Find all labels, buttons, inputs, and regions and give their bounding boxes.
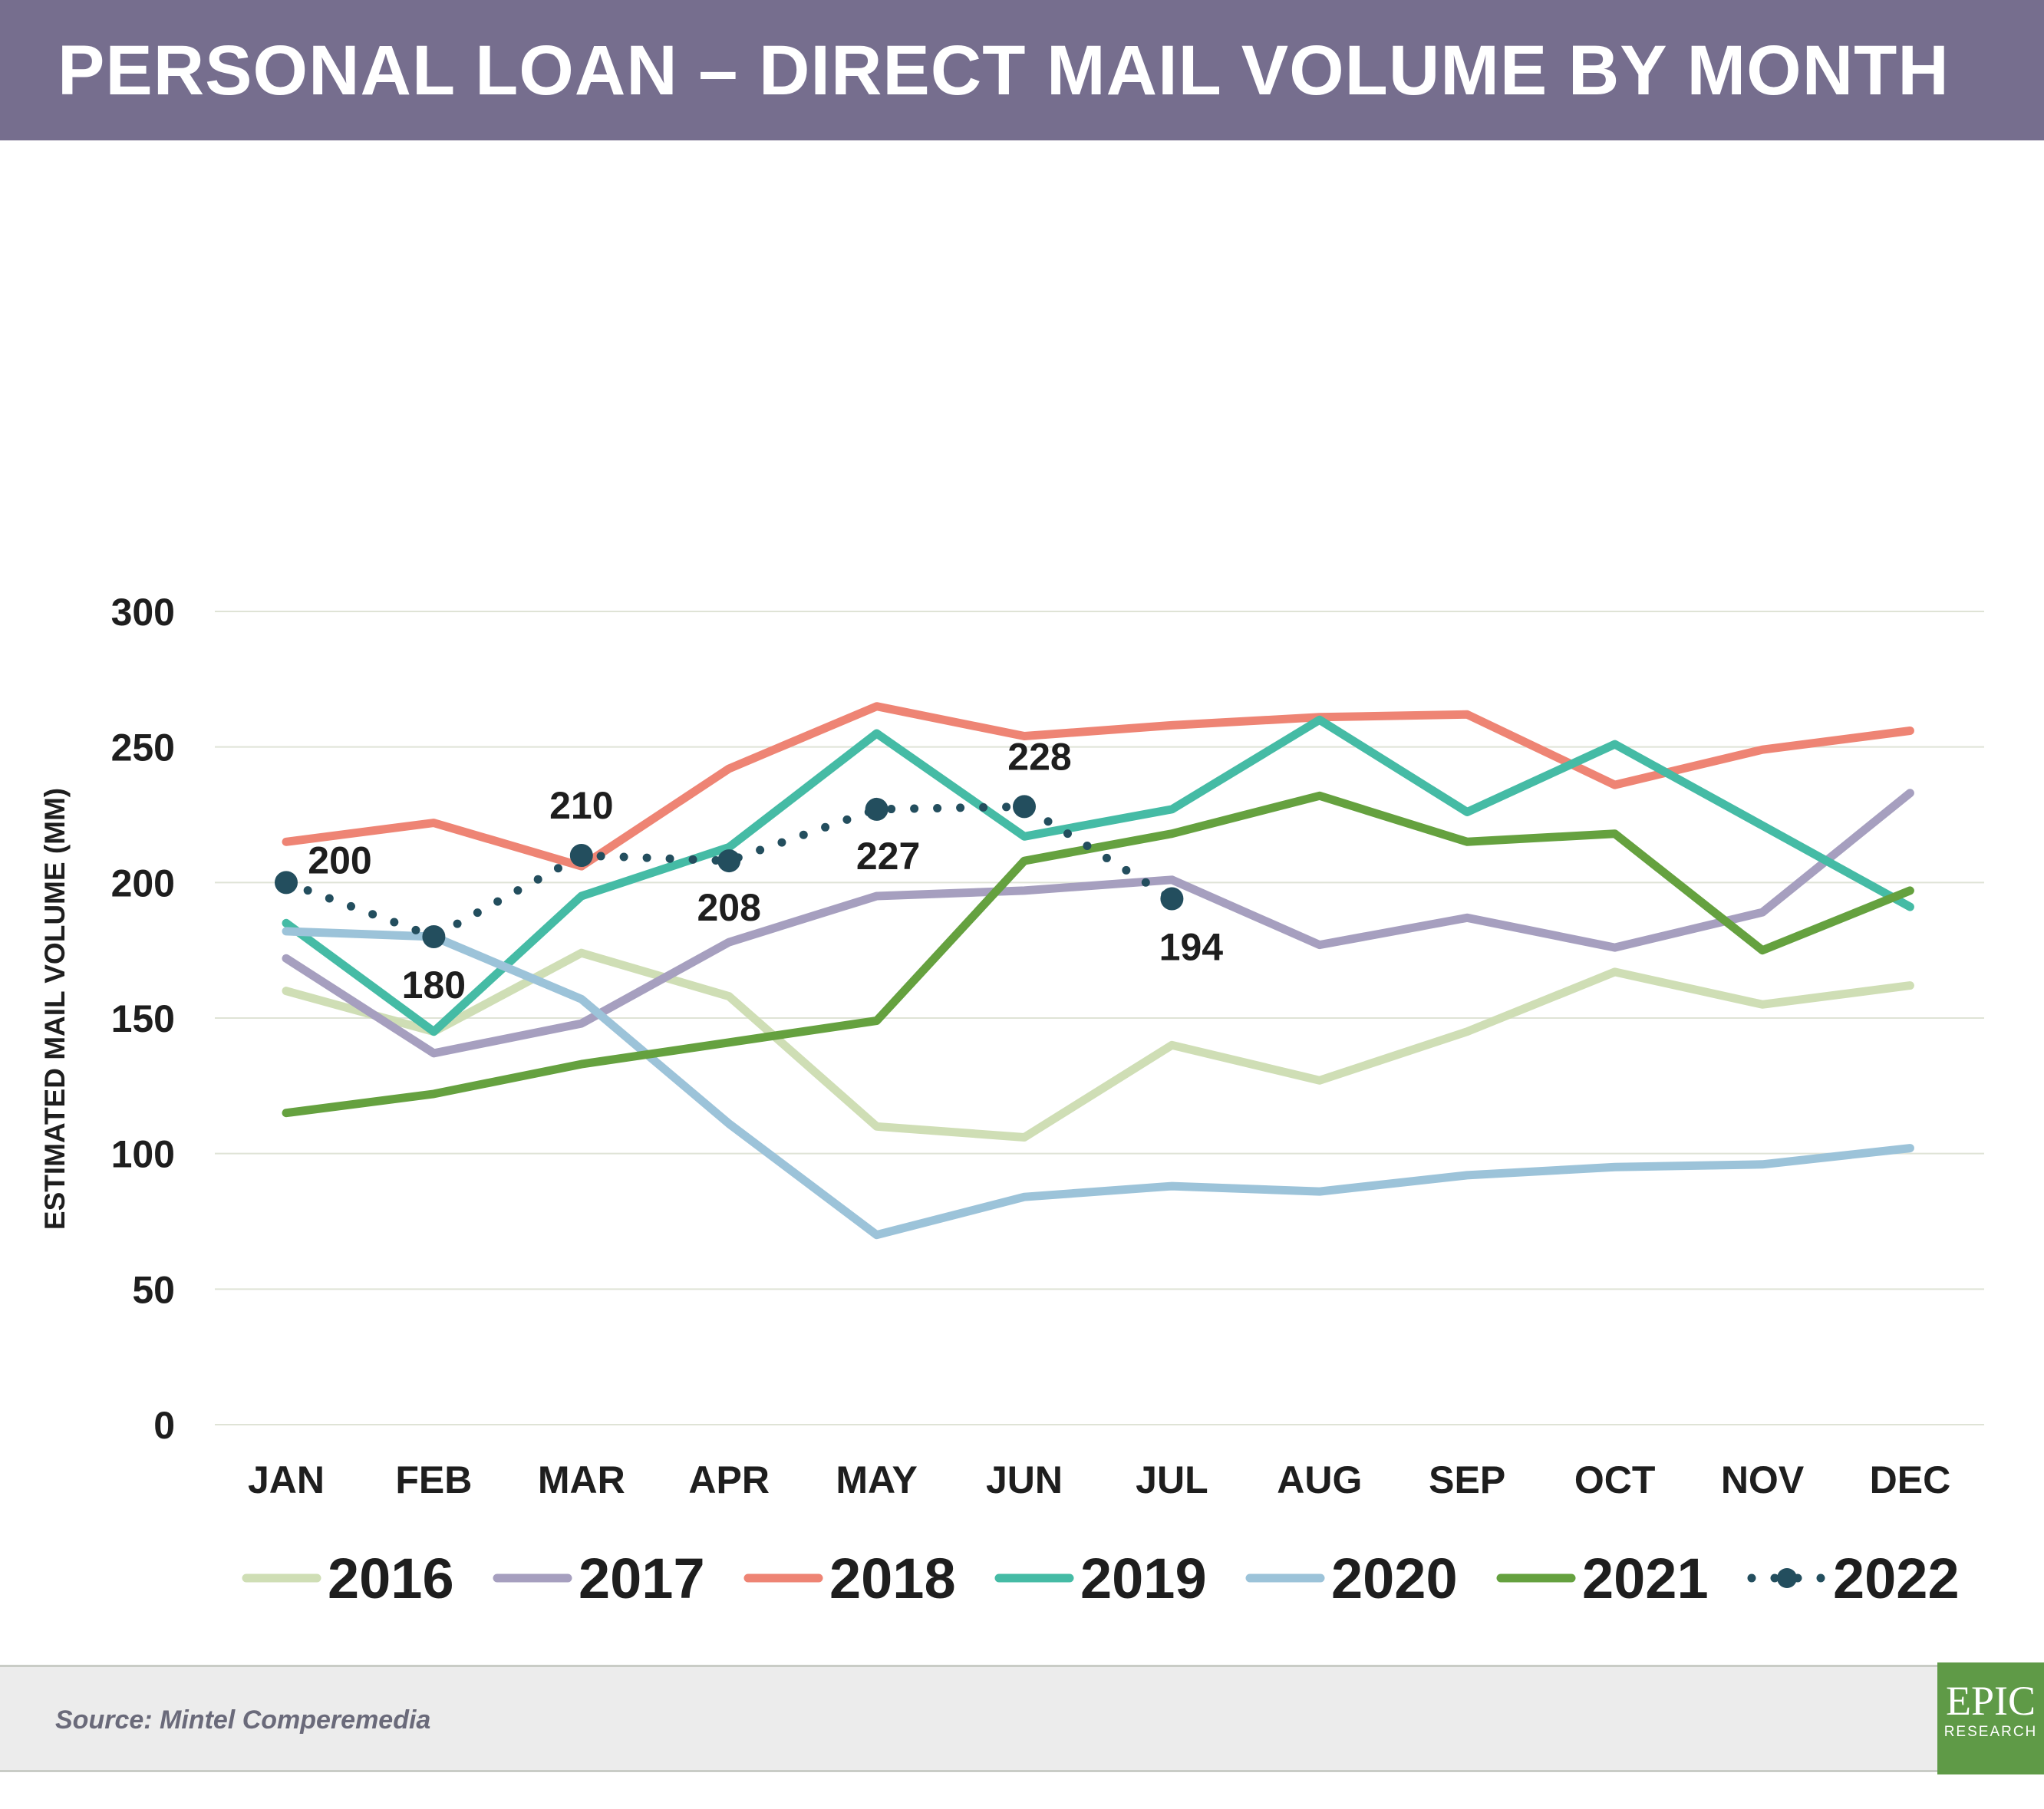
y-axis-ticks: 0 50 100 150 200 250 300 [111,591,175,1447]
data-label: 180 [402,964,466,1007]
x-tick-label: AUG [1277,1458,1362,1501]
legend-marker-2022 [1777,1568,1797,1588]
series-point-2022 [865,797,888,821]
data-label: 228 [1007,735,1071,778]
x-tick-label: OCT [1574,1458,1656,1501]
series-point-2022 [275,871,298,895]
chart-title: PERSONAL LOAN – DIRECT MAIL VOLUME BY MO… [58,31,1950,110]
footer: Source: Mintel Comperemedia [0,1665,2044,1772]
series-line-2016 [282,948,1914,1142]
series-line-2021 [282,791,1914,1118]
x-axis-ticks: JAN FEB MAR APR MAY JUN JUL AUG SEP OCT NOV DEC [248,1458,1950,1501]
data-label: 227 [856,835,920,878]
y-tick-label: 150 [111,997,175,1040]
logo-word: EPIC [1945,1678,2036,1724]
series-line-2020 [282,927,1914,1240]
y-tick-label: 100 [111,1133,175,1176]
series-point-2022 [1160,887,1184,911]
y-tick-label: 200 [111,862,175,904]
y-axis-label: ESTIMATED MAIL VOLUME (MM) [39,788,71,1230]
series-line-2018 [282,702,1914,871]
line-chart: 0 50 100 150 200 250 300 JAN FEB MAR APR MAY JUN JUL… [39,591,1984,1610]
series-line-2017 [282,789,1914,1058]
y-tick-label: 0 [153,1404,175,1447]
data-label: 210 [549,784,613,827]
data-label: 208 [697,886,760,929]
legend-label-2016: 2016 [328,1547,454,1610]
series-point-2022 [717,849,741,873]
legend: 2016 2017 2018 2019 2020 2021 2022 [242,1547,1960,1610]
title-bar: PERSONAL LOAN – DIRECT MAIL VOLUME BY MO… [0,0,2044,140]
data-label: 194 [1159,926,1224,969]
x-tick-label: SEP [1429,1458,1505,1501]
y-tick-label: 50 [132,1268,175,1311]
legend-label-2018: 2018 [829,1547,956,1610]
source-note: Source: Mintel Comperemedia [55,1705,431,1735]
data-label: 200 [308,839,371,881]
series-point-2022 [569,844,593,867]
series-line-2019 [282,715,1914,1036]
legend-label-2020: 2020 [1331,1547,1458,1610]
data-labels: 200 180 210 208 227 228 194 [308,735,1223,1007]
x-tick-label: JUL [1136,1458,1208,1501]
x-tick-label: MAY [836,1458,918,1501]
legend-label-2017: 2017 [579,1547,705,1610]
x-tick-label: APR [688,1458,770,1501]
x-tick-label: FEB [395,1458,472,1501]
series-point-2022 [422,925,446,948]
x-tick-label: NOV [1721,1458,1805,1501]
series-point-2022 [1013,795,1036,819]
legend-label-2019: 2019 [1080,1547,1207,1610]
x-tick-label: MAR [538,1458,625,1501]
y-tick-label: 250 [111,727,175,769]
x-tick-label: JAN [248,1458,325,1501]
legend-label-2021: 2021 [1582,1547,1709,1610]
series-lines [275,702,1914,1240]
x-tick-label: JUN [986,1458,1063,1501]
logo-subword: RESEARCH [1943,1724,2038,1740]
y-tick-label: 300 [111,591,175,634]
epic-research-logo: EPIC RESEARCH [1937,1662,2044,1774]
x-tick-label: DEC [1870,1458,1951,1501]
legend-label-2022: 2022 [1833,1547,1960,1610]
